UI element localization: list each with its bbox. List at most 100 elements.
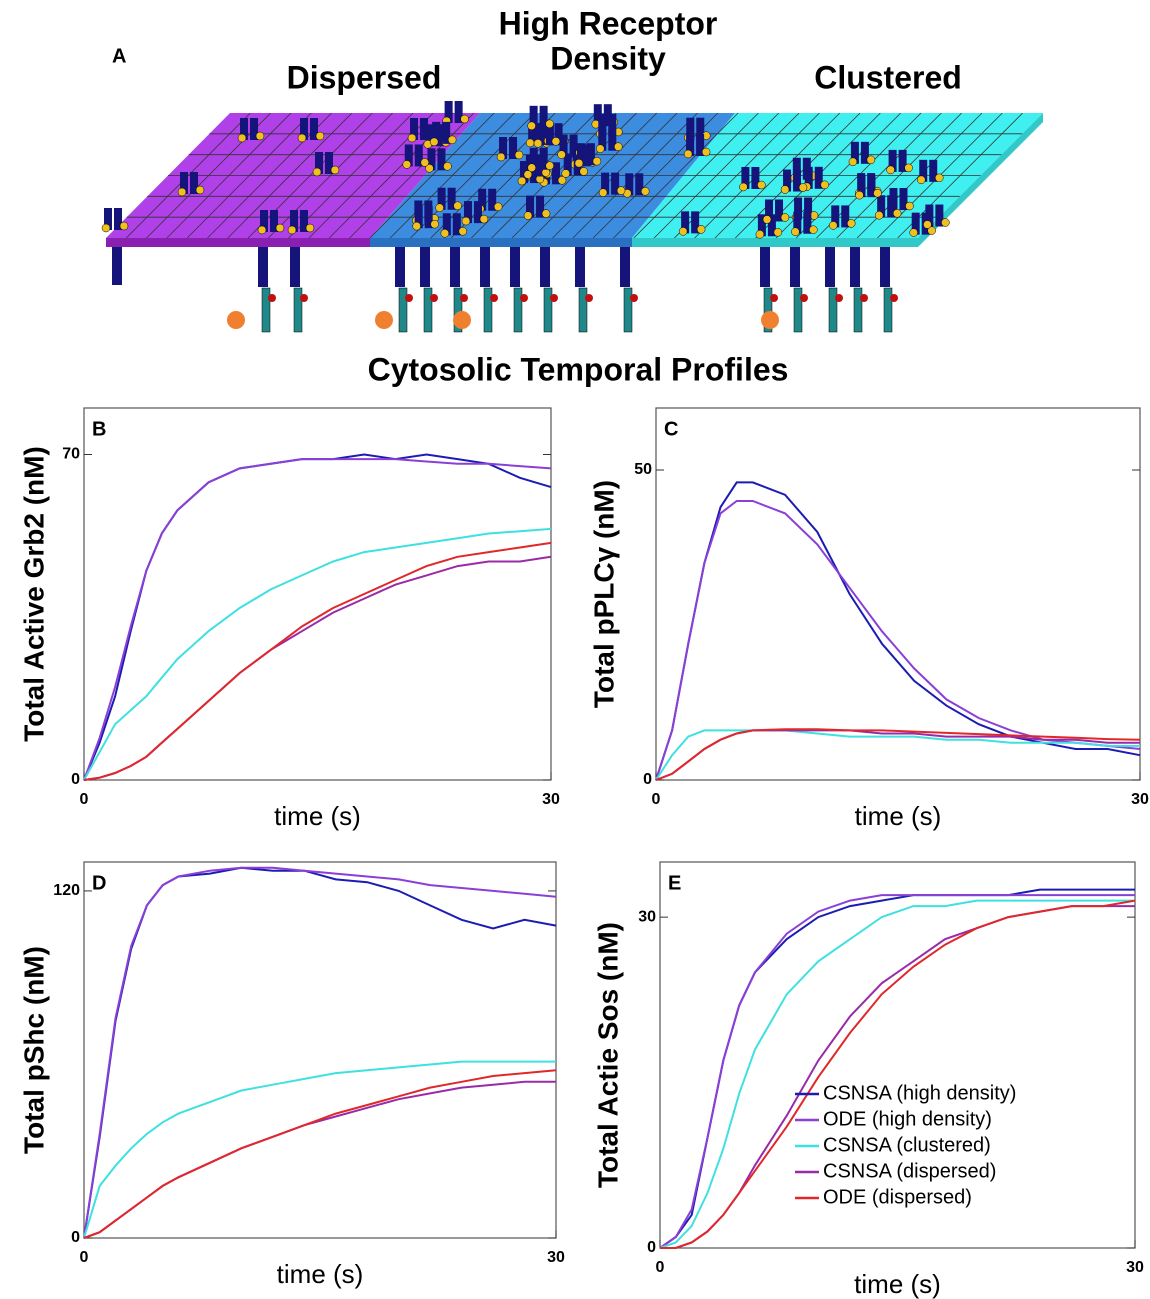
- phospho-site: [541, 209, 551, 218]
- receptor: [432, 121, 441, 144]
- receptor: [691, 211, 700, 234]
- phospho-site: [101, 223, 111, 233]
- membrane-grid: [572, 112, 698, 239]
- plot-frame: [83, 861, 557, 1239]
- receptor: [608, 128, 617, 151]
- receptor: [888, 149, 897, 172]
- phospho-site: [873, 188, 882, 198]
- receptor: [793, 211, 802, 234]
- receptor: [611, 172, 620, 195]
- receptor: [454, 101, 463, 124]
- legend-label: CSNSA (high density): [823, 1082, 1016, 1104]
- receptor: [831, 205, 840, 228]
- x-tick-label: 0: [656, 1259, 665, 1276]
- receptor: [310, 118, 318, 140]
- y-tick-label: 50: [634, 461, 652, 478]
- series-line: [83, 866, 557, 1239]
- adaptor: [623, 287, 633, 333]
- phospho-site: [905, 201, 914, 211]
- adaptor-site: [520, 294, 528, 302]
- phospho-site: [678, 227, 688, 236]
- adaptor-site: [835, 294, 843, 302]
- phospho-site: [909, 228, 918, 237]
- receptor-tail: [540, 247, 550, 287]
- receptor: [877, 195, 886, 218]
- y-tick-label: 0: [71, 771, 80, 788]
- receptor: [563, 153, 572, 176]
- phospho-site: [927, 226, 936, 235]
- adaptor: [453, 287, 463, 333]
- receptor: [528, 122, 537, 145]
- receptor: [478, 188, 487, 211]
- x-tick-label: 0: [652, 791, 661, 808]
- receptor: [559, 134, 568, 157]
- y-tick-label: 0: [647, 1239, 656, 1256]
- x-axis-label: time (s): [277, 1259, 364, 1289]
- panel-label: B: [92, 418, 106, 440]
- region-label: Clustered: [814, 59, 962, 95]
- phospho-site: [579, 167, 588, 176]
- x-tick-label: 30: [1126, 1259, 1144, 1276]
- phospho-site: [237, 133, 247, 143]
- receptor: [300, 210, 308, 232]
- membrane-edge: [106, 238, 370, 247]
- series-line: [655, 481, 1141, 781]
- receptor: [696, 117, 705, 140]
- x-axis-label: time (s): [274, 801, 361, 831]
- receptor-tail: [790, 247, 800, 287]
- panel-label: A: [112, 45, 126, 67]
- phospho-site: [809, 225, 818, 234]
- adaptor: [398, 287, 408, 333]
- legend-label: ODE (high density): [823, 1108, 992, 1130]
- phospho-site: [523, 170, 533, 179]
- adaptor-site: [860, 294, 868, 302]
- x-tick-label: 30: [547, 1249, 565, 1266]
- phospho-site: [195, 185, 205, 195]
- receptor-tail: [510, 247, 520, 287]
- receptor: [325, 152, 333, 174]
- receptor: [270, 210, 278, 232]
- phospho-site: [847, 219, 856, 228]
- phospho-site: [598, 188, 608, 197]
- receptor-tail: [395, 247, 405, 287]
- receptor: [104, 208, 112, 230]
- receptor: [814, 166, 823, 189]
- receptor: [686, 117, 695, 140]
- receptor: [681, 211, 690, 234]
- adaptor: [261, 287, 271, 333]
- series-line: [83, 1060, 556, 1239]
- phospho-site: [177, 187, 187, 197]
- series-line: [83, 866, 557, 1239]
- receptor: [410, 118, 418, 140]
- phospho-site: [798, 183, 808, 192]
- x-tick-label: 30: [542, 791, 560, 808]
- phospho-site: [429, 137, 439, 147]
- receptor: [499, 137, 508, 160]
- receptor: [442, 213, 451, 236]
- receptor: [775, 199, 784, 222]
- receptor: [240, 118, 248, 140]
- section-title: Cytosolic Temporal Profiles: [368, 351, 789, 387]
- receptor: [841, 205, 850, 228]
- membrane-grid: [288, 112, 414, 239]
- phospho-site: [829, 221, 838, 230]
- adaptor-site: [630, 294, 638, 302]
- receptor: [850, 141, 859, 164]
- receptor: [765, 199, 774, 222]
- receptor-tail: [258, 247, 268, 287]
- phospho-site: [315, 131, 325, 141]
- phospho-site: [407, 133, 417, 143]
- receptor: [919, 159, 928, 182]
- phospho-site: [855, 190, 864, 200]
- receptor: [635, 173, 644, 196]
- series-line: [659, 899, 1135, 1249]
- receptor: [793, 169, 802, 192]
- y-tick-label: 120: [53, 882, 80, 899]
- phospho-site: [523, 211, 533, 220]
- membrane-grid: [653, 112, 780, 239]
- y-axis-label: Total pPLCγ (nM): [588, 480, 619, 708]
- receptor: [444, 101, 453, 124]
- phospho-site: [257, 225, 267, 235]
- phospho-site: [755, 230, 765, 239]
- phospho-site: [545, 161, 554, 170]
